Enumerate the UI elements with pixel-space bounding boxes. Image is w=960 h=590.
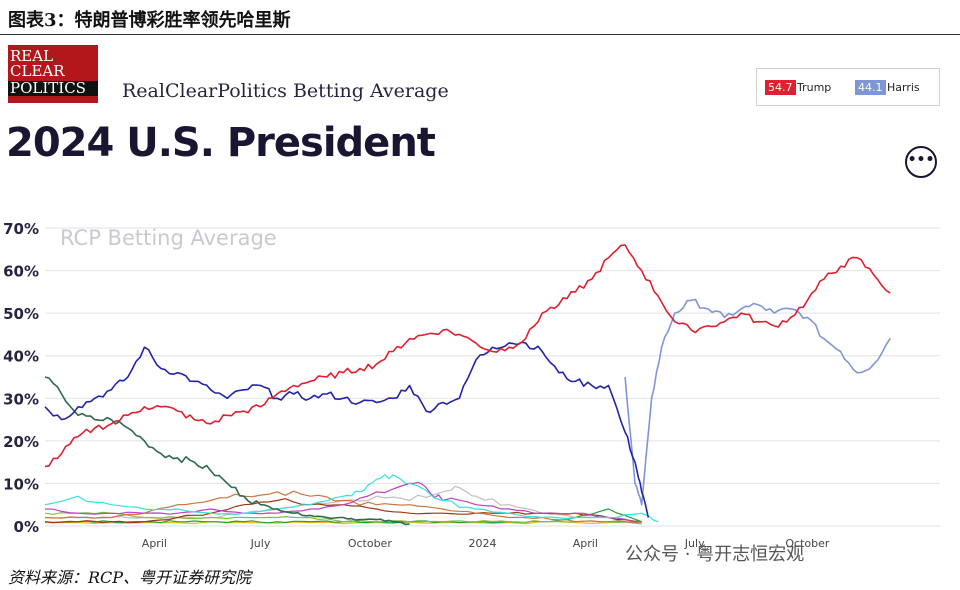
rcp-logo[interactable]: REAL CLEAR POLITICS xyxy=(8,45,98,103)
legend-trump-value: 54.7 xyxy=(765,80,796,95)
y-tick-label-2: 20% xyxy=(3,433,39,451)
x-tick-label-3: 2024 xyxy=(469,537,497,550)
series-line-desantis xyxy=(44,376,410,526)
y-tick-label-5: 50% xyxy=(3,305,39,323)
y-tick-label-0: 0% xyxy=(14,518,39,536)
x-tick-label-6: October xyxy=(785,537,829,550)
y-tick-label-3: 30% xyxy=(3,390,39,408)
logo-line-2: CLEAR xyxy=(10,62,65,80)
x-tick-label-4: April xyxy=(573,537,598,550)
logo-line-3: POLITICS xyxy=(8,81,98,96)
series-line-trump xyxy=(44,244,891,468)
top-divider xyxy=(0,34,960,35)
x-tick-label-0: April xyxy=(142,537,167,550)
y-tick-label-1: 10% xyxy=(3,475,39,493)
series-line-newsom xyxy=(44,474,659,523)
series-line-harris xyxy=(624,298,891,506)
y-tick-label-7: 70% xyxy=(3,220,39,238)
chart-watermark-label: RCP Betting Average xyxy=(60,226,277,250)
legend-trump-name: Trump xyxy=(797,81,832,94)
y-tick-label-4: 40% xyxy=(3,348,39,366)
x-tick-label-5: July xyxy=(684,537,705,550)
series-line-whitmer xyxy=(44,508,642,524)
x-tick-label-1: July xyxy=(250,537,271,550)
more-options-button[interactable]: ••• xyxy=(905,146,937,178)
wechat-note: 公众号 · 粤开志恒宏观 xyxy=(625,544,805,565)
logo-line-1: REAL xyxy=(10,47,54,65)
series-line-m-obama xyxy=(44,481,642,523)
source-note: 资料来源：RCP、粤开证券研究院 xyxy=(8,568,252,587)
candidate-legend: 54.7 Trump 44.1 Harris xyxy=(756,68,940,106)
y-tick-label-6: 60% xyxy=(3,263,39,281)
series-line-pence xyxy=(44,511,642,525)
figure-title: 图表3：特朗普博彩胜率领先哈里斯 xyxy=(8,10,291,31)
chart-subtitle: RealClearPolitics Betting Average xyxy=(122,80,449,102)
betting-line-chart: 0% 10% 20% 30% 40% 50% 60% 70% April July October 2… xyxy=(3,220,940,550)
series-line-biden xyxy=(44,341,650,518)
x-tick-label-2: October xyxy=(348,537,392,550)
main-title: 2024 U.S. President xyxy=(6,120,436,166)
legend-harris-value: 44.1 xyxy=(855,80,886,95)
ellipsis-icon: ••• xyxy=(907,152,935,168)
legend-harris-name: Harris xyxy=(887,81,920,94)
